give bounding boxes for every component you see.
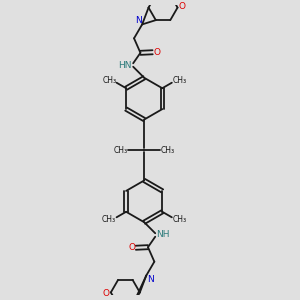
Text: O: O	[103, 290, 110, 298]
Text: CH₃: CH₃	[161, 146, 175, 154]
Text: N: N	[147, 274, 154, 284]
Text: NH: NH	[157, 230, 170, 239]
Text: CH₃: CH₃	[173, 76, 187, 85]
Text: HN: HN	[118, 61, 132, 70]
Text: CH₃: CH₃	[101, 215, 116, 224]
Text: O: O	[153, 48, 160, 57]
Text: N: N	[135, 16, 142, 26]
Text: O: O	[178, 2, 185, 10]
Text: CH₃: CH₃	[113, 146, 128, 154]
Text: CH₃: CH₃	[173, 215, 187, 224]
Text: CH₃: CH₃	[102, 76, 116, 85]
Text: O: O	[128, 243, 135, 252]
